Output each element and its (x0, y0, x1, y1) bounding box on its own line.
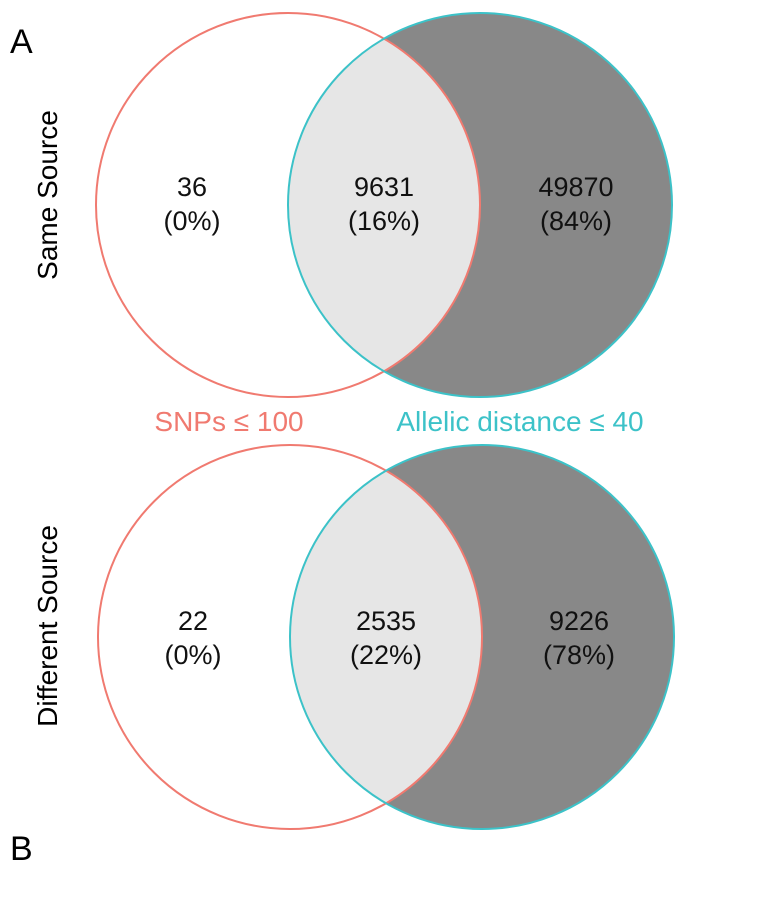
panel-label-b: B (10, 830, 33, 868)
intersection-count: 9631 (354, 172, 414, 202)
intersection-percent: (22%) (350, 640, 422, 670)
a-only-count: 36 (177, 172, 207, 202)
intersection-region (288, 13, 480, 397)
set-label-allelic: Allelic distance ≤ 40 (396, 406, 643, 437)
panel-label-a: A (10, 23, 33, 61)
venn-panel-different-source: 22 (0%) 2535 (22%) 9226 (78%) Different … (10, 444, 675, 868)
b-only-percent: (78%) (543, 640, 615, 670)
set-label-snps: SNPs ≤ 100 (154, 406, 303, 437)
allelic-circle-outline (287, 12, 673, 398)
b-only-count: 9226 (549, 606, 609, 636)
row-label-different-source: Different Source (32, 525, 63, 727)
b-only-count: 49870 (538, 172, 613, 202)
a-only-percent: (0%) (164, 640, 221, 670)
intersection-region (290, 445, 482, 829)
intersection-percent: (16%) (348, 206, 420, 236)
a-only-percent: (0%) (163, 206, 220, 236)
allelic-circle-outline (289, 444, 675, 830)
a-only-count: 22 (178, 606, 208, 636)
b-only-percent: (84%) (540, 206, 612, 236)
venn-panel-same-source: 36 (0%) 9631 (16%) 49870 (84%) Same Sour… (10, 12, 673, 398)
row-label-same-source: Same Source (32, 110, 63, 280)
snps-circle-outline (95, 12, 481, 398)
intersection-count: 2535 (356, 606, 416, 636)
snps-circle-outline (97, 444, 483, 830)
